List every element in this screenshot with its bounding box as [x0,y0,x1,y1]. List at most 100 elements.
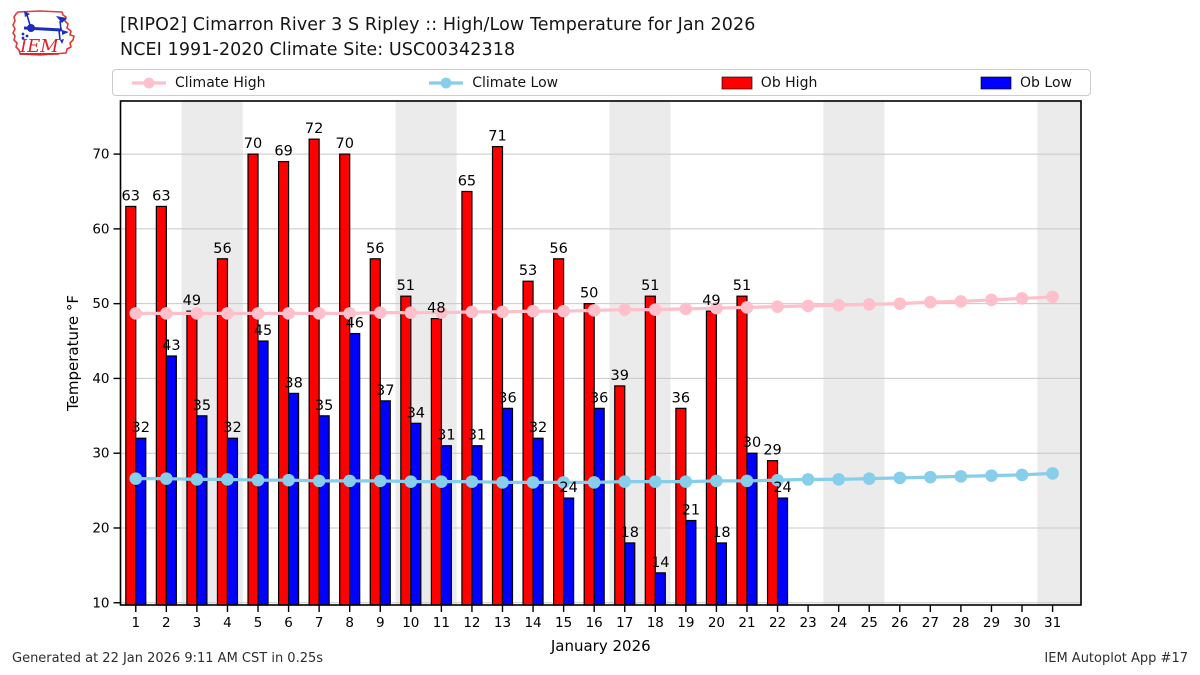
weekend-band [1037,101,1081,605]
x-tick-label-1: 1 [131,615,140,631]
climate-low-marker-day2 [160,472,173,485]
climate-low-marker-day25 [862,472,876,485]
ob-low-patch-swatch-icon [980,76,1012,89]
ob-high-bar-day3 [186,310,198,606]
ob-high-label-day6: 69 [274,144,292,160]
climate-high-marker-day22 [771,300,784,313]
climate-low-marker-day5 [251,473,265,487]
page-subtitle: NCEI 1991-2020 Climate Site: USC00342318 [120,39,516,60]
x-tick-label-27: 27 [922,615,939,631]
ob-high-label-day1: 63 [122,188,140,204]
ob-high-bar-day2 [155,205,167,606]
ob-high-label-day19: 36 [672,390,690,406]
climate-low-marker-day30 [1015,468,1029,482]
x-tick-label-3: 3 [193,615,202,631]
climate-high-marker-day5 [251,307,265,320]
y-axis-label: Temperature °F [64,295,82,412]
ob-low-label-day4: 32 [223,420,241,436]
climate-low-marker-day19 [679,475,693,488]
climate-high-marker-day11 [435,306,448,319]
climate-low-marker-day15 [557,476,570,489]
climate-high-marker-day2 [160,307,173,320]
ob-low-bar-day20 [715,542,728,606]
ob-low-label-day8: 46 [345,316,363,332]
climate-low-marker-day13 [496,476,509,489]
x-tick-label-12: 12 [463,615,480,631]
x-tick-label-14: 14 [524,615,541,631]
climate-low-marker-day18 [648,475,662,488]
ob-high-patch-swatch-icon [721,76,753,89]
climate-low-marker-day26 [893,471,907,485]
ob-high-bar-day13 [491,146,504,606]
x-tick-label-30: 30 [1013,615,1030,631]
climate-high-marker-day16 [587,304,601,317]
ob-low-bar-day1 [135,437,147,606]
ob-high-label-day3: 49 [183,293,201,309]
ob-high-bar-day16 [583,303,595,606]
legend-item-ob-high: Ob High [721,75,817,91]
ob-low-bar-day10 [410,422,422,606]
x-tick-label-26: 26 [891,615,908,631]
ob-low-bar-day19 [685,519,697,606]
ob-high-label-day7: 72 [305,121,323,137]
ob-low-label-day17: 18 [621,525,639,541]
climate-high-marker-day28 [954,295,968,308]
y-tick-label-40: 40 [92,371,109,387]
ob-high-bar-day20 [705,310,718,606]
climate-high-marker-day4 [221,307,234,320]
x-tick-label-15: 15 [555,615,572,631]
x-tick-label-10: 10 [402,615,419,631]
legend-item-ob-low: Ob Low [980,75,1072,91]
climate-high-marker-day21 [740,301,754,314]
ob-high-label-day15: 56 [549,241,567,257]
x-tick-label-8: 8 [345,615,354,631]
climate-high-marker-day6 [282,307,295,320]
climate-low-marker-day7 [312,474,326,488]
ob-low-bar-day16 [593,407,605,606]
y-tick-label-30: 30 [92,446,109,462]
ob-low-label-day1: 32 [132,420,150,436]
ob-low-bar-day5 [257,340,269,606]
ob-low-label-day21: 30 [743,435,761,451]
climate-low-marker-day6 [282,473,295,487]
legend-label: Ob Low [1020,74,1072,91]
generated-timestamp: Generated at 22 Jan 2026 9:11 AM CST in … [12,651,324,666]
ob-low-label-day11: 31 [437,428,455,444]
ob-high-label-day8: 70 [335,136,353,152]
legend: Climate High Climate Low Ob High Ob Low [112,69,1091,96]
ob-low-bar-day4 [226,437,239,606]
x-tick-label-6: 6 [284,615,293,631]
climate-high-marker-day25 [862,298,876,311]
climate-low-marker-day17 [618,475,632,488]
ob-low-bar-day18 [654,572,666,606]
climate-high-marker-day29 [985,293,998,307]
climate-low-marker-day12 [465,475,479,488]
ob-high-bar-day10 [400,295,412,606]
x-tick-label-24: 24 [830,615,847,631]
ob-low-bar-day14 [532,437,544,606]
ob-high-label-day16: 50 [580,286,598,302]
climate-high-marker-day26 [893,297,907,310]
ob-low-bar-day8 [349,332,361,606]
ob-low-label-day2: 43 [162,338,180,354]
climate-low-marker-day21 [740,474,754,488]
ob-high-bar-day5 [247,153,259,606]
ob-low-bar-day11 [440,445,452,606]
y-tick-label-50: 50 [92,296,109,312]
climate-low-marker-day31 [1046,467,1059,480]
climate-low-marker-day27 [924,470,937,484]
climate-low-marker-day23 [801,473,815,486]
x-tick-label-28: 28 [952,615,969,631]
ob-high-bar-day14 [522,280,534,606]
climate-high-marker-day10 [404,306,418,319]
iowa-outline [12,10,75,56]
ob-low-label-day13: 36 [498,390,516,406]
x-tick-label-9: 9 [376,615,385,631]
ob-low-label-day19: 21 [682,503,700,519]
x-tick-label-5: 5 [254,615,263,631]
y-tick-label-20: 20 [92,520,109,536]
climate-low-marker-day4 [221,473,234,486]
y-tick-label-60: 60 [92,221,109,237]
